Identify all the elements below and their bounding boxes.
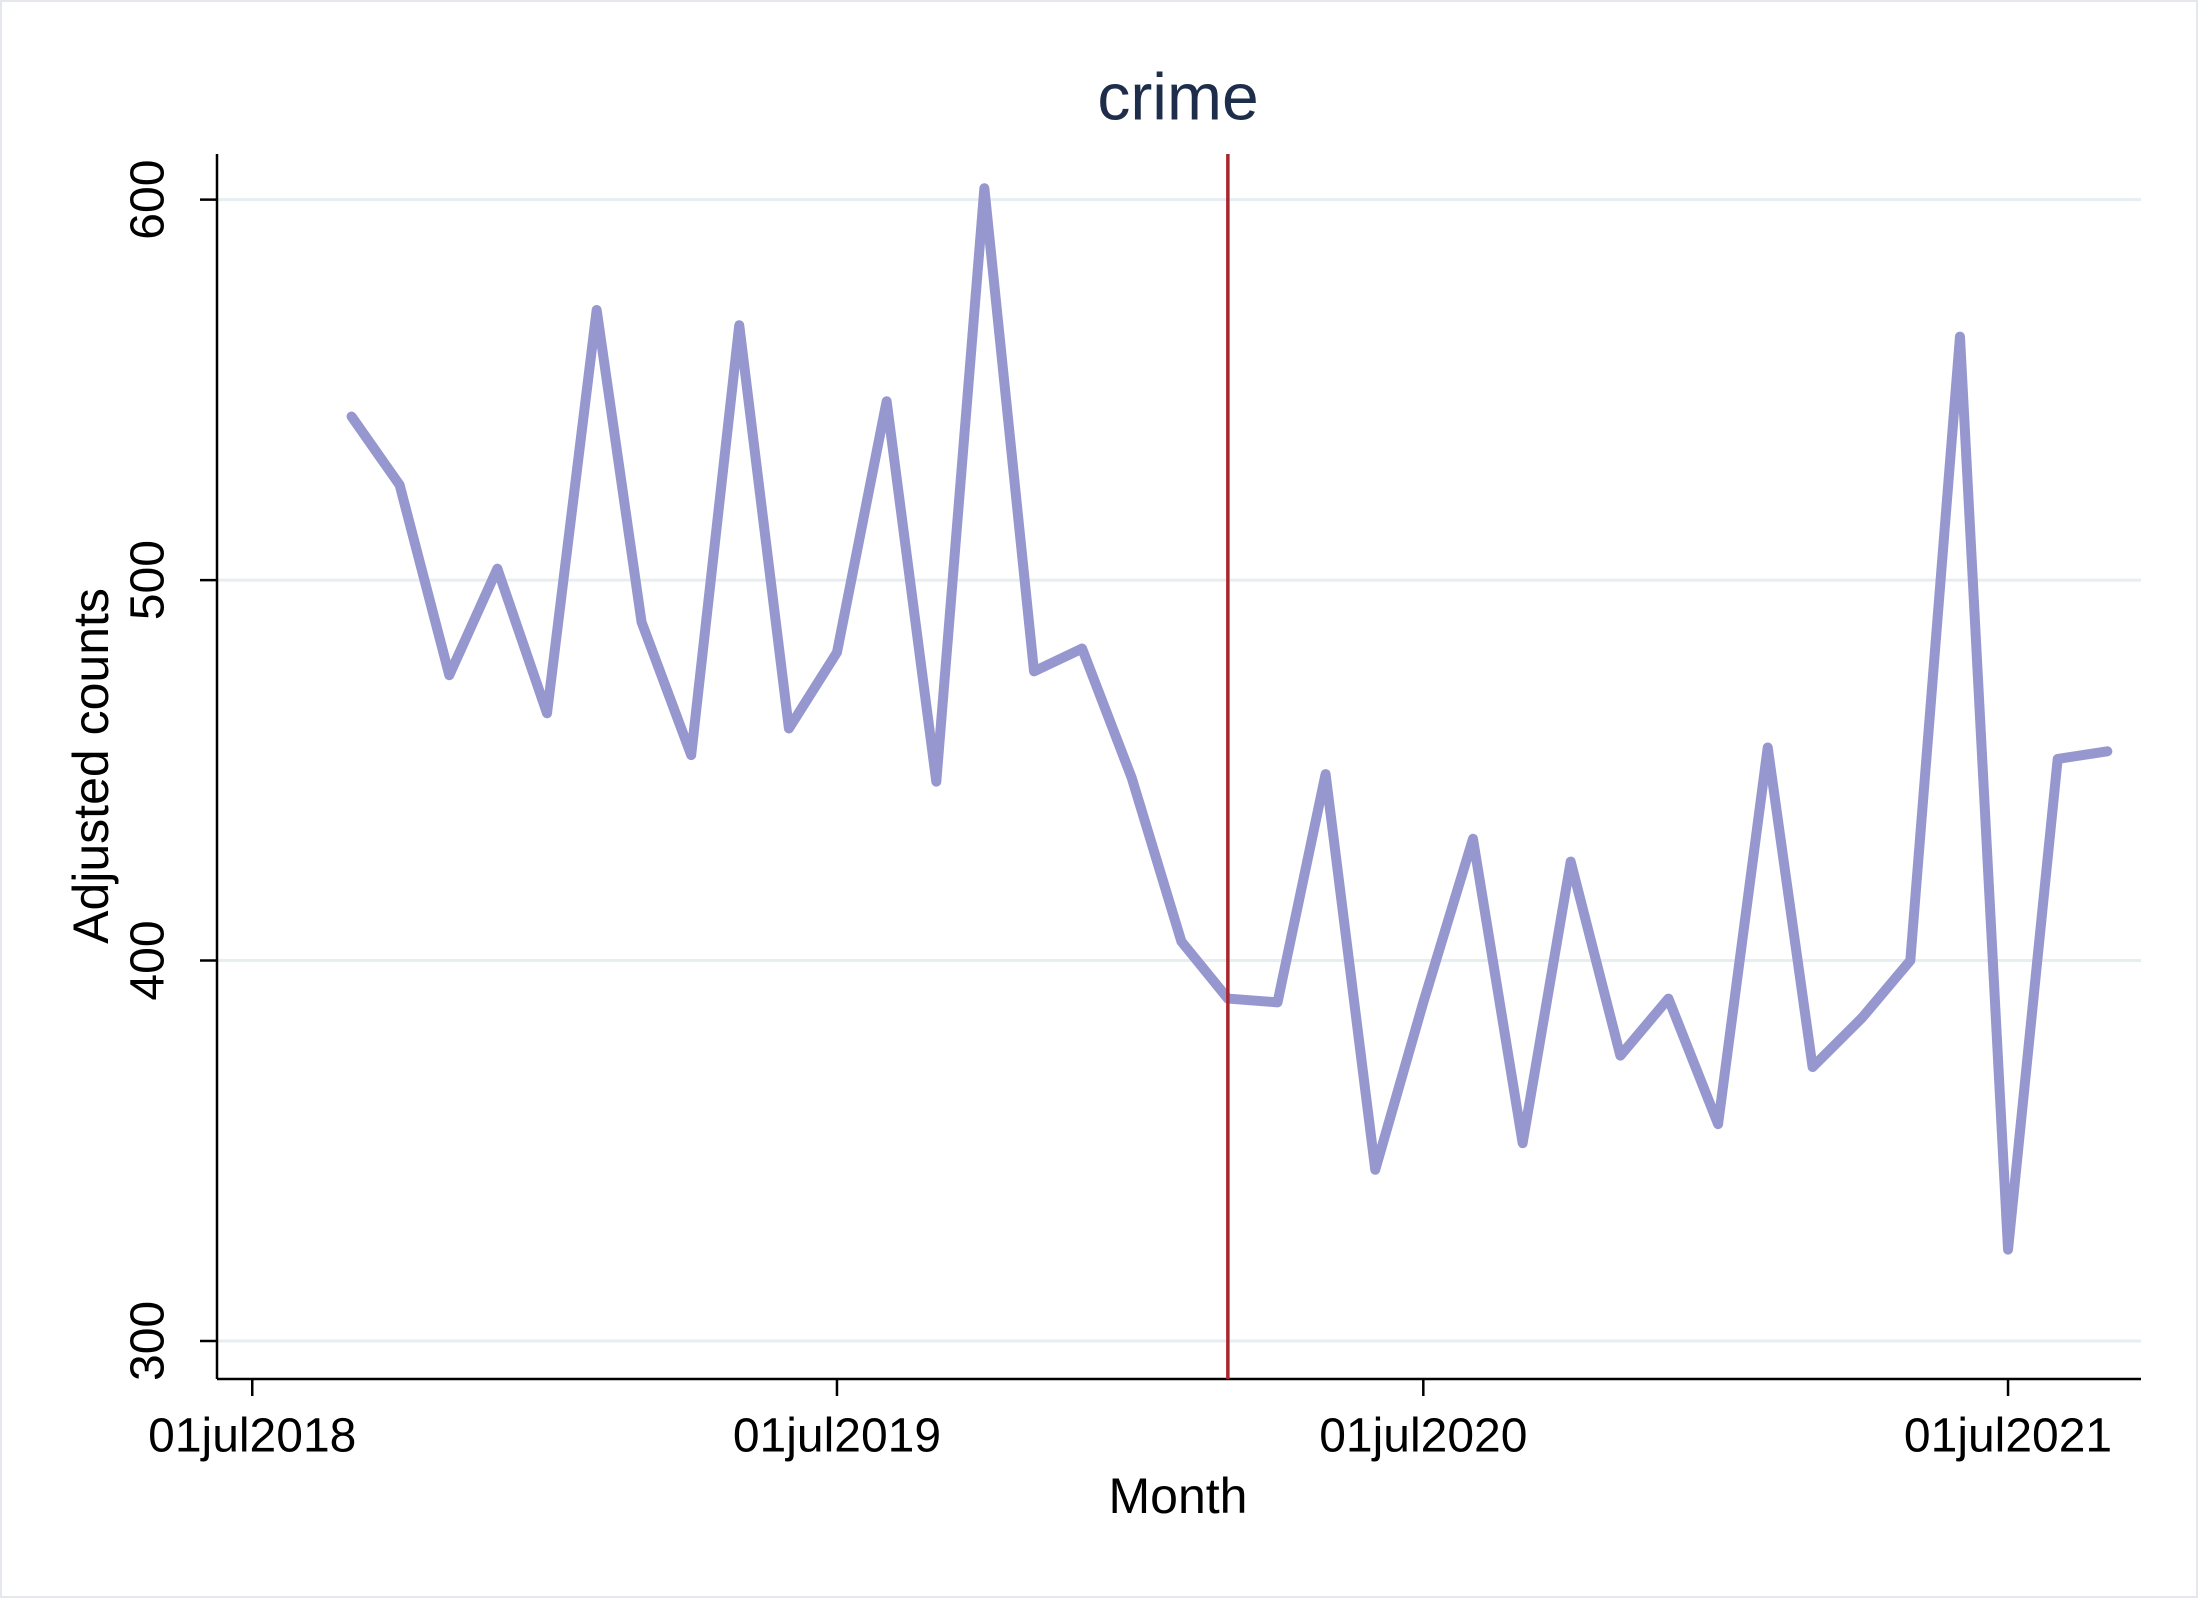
x-axis-label: Month bbox=[1109, 1468, 1248, 1524]
x-tick-label: 01jul2019 bbox=[733, 1410, 941, 1463]
x-tick-label: 01jul2020 bbox=[1319, 1410, 1527, 1463]
x-tick-label: 01jul2021 bbox=[1904, 1410, 2112, 1463]
y-tick-label: 500 bbox=[122, 540, 175, 620]
y-axis-label: Adjusted counts bbox=[63, 588, 119, 944]
y-tick-label: 300 bbox=[122, 1301, 175, 1381]
y-tick-label: 600 bbox=[122, 160, 175, 240]
x-tick-label: 01jul2018 bbox=[148, 1410, 356, 1463]
y-tick-label: 400 bbox=[122, 920, 175, 1000]
chart-title: crime bbox=[1097, 59, 1258, 133]
